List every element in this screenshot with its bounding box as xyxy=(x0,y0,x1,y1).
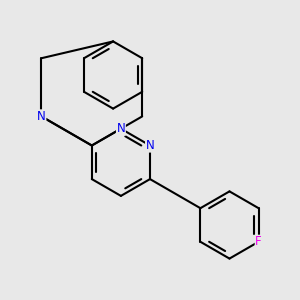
Text: F: F xyxy=(255,235,262,248)
Text: N: N xyxy=(146,139,154,152)
Text: N: N xyxy=(116,122,125,135)
Text: N: N xyxy=(37,110,46,123)
